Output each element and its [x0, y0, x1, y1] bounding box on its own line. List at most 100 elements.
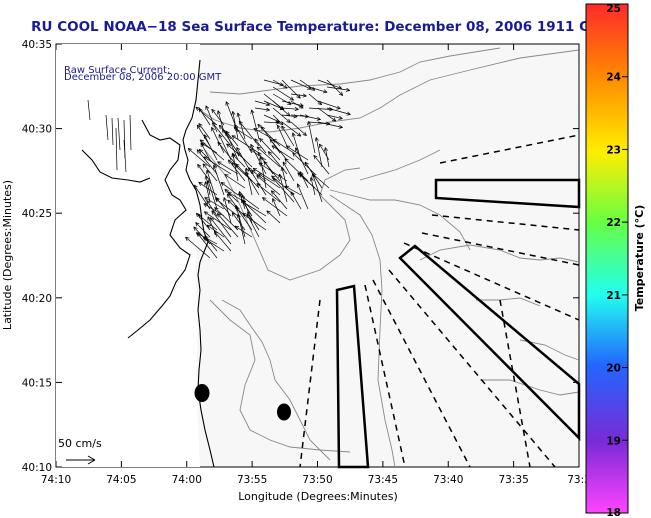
current-vector-head [302, 95, 307, 98]
current-vector-head [217, 141, 220, 146]
current-vector-head [199, 108, 203, 111]
current-vector-head [214, 207, 217, 212]
current-vector-head [253, 128, 257, 132]
current-vector-head [235, 163, 240, 166]
current-vector-head [212, 122, 217, 125]
current-vector [197, 214, 218, 231]
current-vector [272, 79, 288, 89]
current-vector-head [341, 91, 344, 96]
current-vector-head [198, 214, 203, 216]
current-vector-head [266, 210, 269, 215]
current-vector [215, 198, 239, 217]
current-vector-head [281, 125, 283, 130]
current-vectors-nw [87, 99, 132, 173]
current-vector-head [235, 204, 239, 209]
current-vector-head [297, 183, 301, 187]
current-vector-head [299, 171, 304, 175]
current-vector-head [300, 104, 304, 109]
current-vector-head [242, 212, 247, 215]
current-vector-head [299, 173, 302, 178]
current-vector-head [217, 213, 222, 216]
current-vector-head [211, 109, 213, 114]
current-vector [284, 158, 309, 182]
lane-south [335, 284, 370, 469]
current-vector-head [207, 180, 209, 185]
current-vector [279, 173, 288, 203]
current-vector-head [294, 108, 299, 112]
y-tick-label: 40:35 [22, 39, 52, 51]
x-tick-label: 74:10 [41, 474, 71, 486]
lane-east [434, 178, 581, 209]
colorbar-label: Temperature (°C) [633, 205, 646, 312]
current-vector-head [292, 132, 296, 136]
current-time: December 08, 2006 20:00 GMT [64, 72, 222, 83]
current-vector [196, 232, 218, 259]
colorbar-tick-label: 24 [606, 72, 621, 84]
current-vector [317, 79, 342, 89]
current-vector-head [226, 193, 229, 198]
current-vector-head [225, 101, 230, 105]
current-vector-head [235, 207, 238, 212]
current-vector-head [227, 199, 232, 202]
current-vector [295, 147, 309, 175]
current-vector [272, 107, 291, 123]
current-vector-head [316, 119, 321, 121]
current-vector-head [280, 166, 283, 171]
current-vector-head [338, 118, 343, 120]
current-vector-head [333, 117, 337, 122]
current-vector-head [331, 120, 336, 122]
current-vector-head [261, 126, 266, 129]
current-vector-head [296, 96, 301, 99]
current-vector-head [231, 135, 236, 137]
current-vector-head [325, 123, 331, 126]
current-vector-head [236, 112, 239, 117]
current-vector [187, 148, 211, 168]
current-vector-head [197, 164, 199, 169]
current-vector-head [198, 181, 203, 184]
current-vector-head [199, 139, 203, 144]
current-vector-head [259, 138, 262, 143]
scale-label: 50 cm/s [58, 437, 102, 450]
current-vector [253, 128, 274, 140]
current-vector-head [234, 124, 239, 127]
current-vector [281, 107, 299, 110]
current-vector [256, 175, 281, 196]
current-vector-head [298, 132, 302, 137]
current-vector [245, 167, 253, 196]
current-vector-head [317, 103, 322, 106]
current-vector-head [213, 164, 217, 169]
inner-coastline [127, 119, 191, 339]
current-vector-head [251, 109, 255, 114]
current-vector [281, 100, 304, 107]
current-vector-head [231, 111, 234, 116]
current-vector-head [199, 148, 204, 152]
current-vector [282, 161, 295, 182]
scale-arrow [66, 455, 96, 465]
current-vector-head [195, 222, 200, 225]
current-vector-head [224, 174, 229, 176]
current-vector-head [203, 211, 207, 216]
current-vector-head [263, 161, 266, 166]
current-vector-head [241, 194, 246, 198]
current-vector-head [272, 178, 275, 183]
current-vector-head [196, 149, 201, 152]
current-vector-head [215, 198, 220, 200]
current-vector-head [323, 89, 328, 93]
current-vector-head [219, 124, 224, 128]
current-vector-head [271, 175, 276, 178]
current-vector-head [231, 135, 235, 140]
current-vector-head [257, 124, 260, 129]
current-vector-head [226, 143, 231, 146]
current-vector-head [278, 173, 280, 178]
current-vector [211, 108, 225, 126]
x-axis-label: Longitude (Degrees:Minutes) [238, 490, 398, 503]
current-vector [231, 212, 246, 231]
current-vector-head [248, 167, 250, 172]
current-vector [241, 194, 253, 224]
current-vector-head [295, 147, 299, 151]
current-vector [203, 134, 218, 161]
current-vector [249, 149, 267, 161]
current-vector-head [231, 212, 234, 217]
current-vector-head [311, 173, 313, 178]
